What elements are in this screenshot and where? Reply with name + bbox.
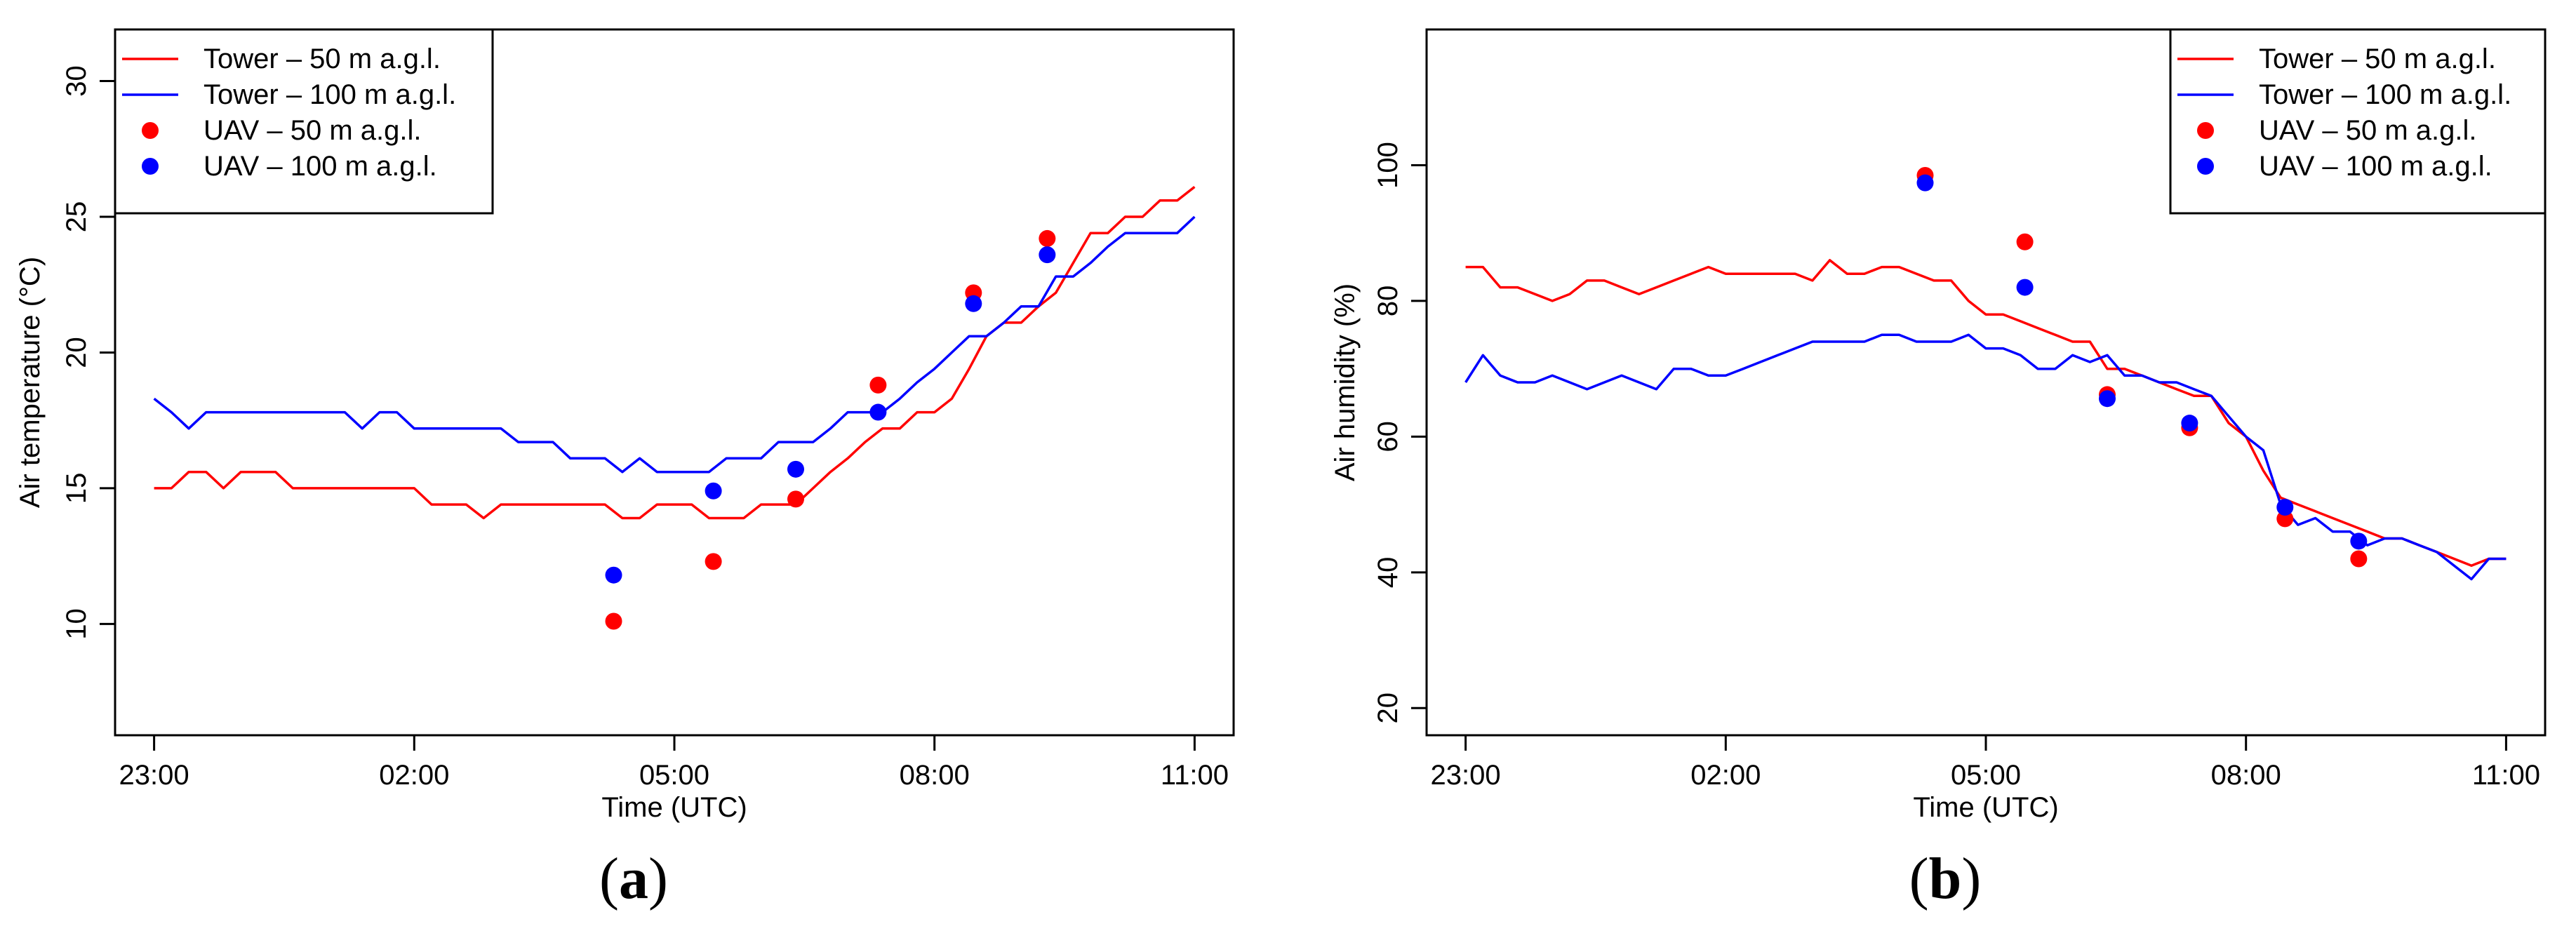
legend-label: Tower – 50 m a.g.l. [2259,43,2496,74]
x-tick-label: 08:00 [900,760,970,791]
y-tick-label: 100 [1373,142,1403,189]
legend: Tower – 50 m a.g.l. Tower – 100 m a.g.l. U… [2169,28,2547,215]
data-point [2276,498,2294,516]
x-tick-label: 08:00 [2211,760,2281,791]
x-tick-label: 11:00 [1161,760,1229,791]
data-point [965,295,982,312]
legend: Tower – 50 m a.g.l. Tower – 100 m a.g.l. U… [114,28,494,215]
y-axis-title: Air temperature (°C) [15,257,46,508]
series-line [1464,333,2507,581]
legend-point-swatch [142,122,159,139]
y-tick-label: 10 [61,608,92,640]
x-axis-title: Time (UTC) [1913,792,2058,823]
series-1 [1464,333,2507,581]
series-2 [605,229,1056,630]
x-tick-label: 05:00 [1951,760,2021,791]
data-point [869,376,887,394]
y-tick-label: 30 [61,65,92,97]
panel-a-chart: 23:00 02:00 05:00 08:00 11:00 10 15 20 25 30 Time … [15,28,1235,911]
data-point [1039,246,1056,264]
series-3 [1916,174,2368,550]
series-3 [605,246,1056,584]
y-tick-label: 25 [61,201,92,233]
legend-label: Tower – 100 m a.g.l. [203,79,456,110]
legend-label: UAV – 50 m a.g.l. [203,115,422,146]
data-point [2016,233,2034,250]
series-0 [154,186,1196,520]
x-tick-label: 11:00 [2472,760,2540,791]
data-point [705,482,722,500]
data-point [2276,510,2294,528]
y-axis-title: Air humidity (%) [1330,283,1361,481]
legend-point-swatch [2197,158,2214,175]
series-line [154,186,1196,520]
legend-point-swatch [2197,122,2214,139]
legend-label: UAV – 100 m a.g.l. [203,151,437,182]
x-tick-label: 02:00 [1690,760,1761,791]
y-tick-label: 15 [61,473,92,504]
data-point [869,403,887,421]
data-point [705,553,722,570]
series-line [1465,259,2507,567]
x-axis-title: Time (UTC) [601,792,747,823]
legend-point-swatch [142,158,159,175]
legend-label: Tower – 50 m a.g.l. [203,43,441,74]
x-tick-label: 02:00 [379,760,449,791]
x-tick-label: 23:00 [1431,760,1501,791]
panel-b-chart: 23:00 02:00 05:00 08:00 11:00 20 40 60 80 100 Time… [1330,28,2547,911]
y-tick-label: 20 [61,337,92,368]
data-point [2098,390,2116,408]
x-tick-label: 23:00 [119,760,189,791]
panel-label: (a) [599,846,668,911]
legend-label: UAV – 100 m a.g.l. [2259,151,2492,182]
y-tick-label: 60 [1373,421,1403,453]
data-point [605,566,622,584]
series-0 [1465,259,2507,567]
legend-label: UAV – 50 m a.g.l. [2259,115,2477,146]
data-point [2016,279,2034,296]
data-point [2350,550,2368,568]
data-point [2181,415,2198,432]
data-point [787,460,804,478]
data-point [787,490,804,508]
data-point [1039,229,1056,247]
series-2 [1916,166,2368,568]
y-tick-label: 80 [1373,286,1403,317]
series-line [153,215,1196,474]
y-tick-label: 40 [1373,557,1403,589]
data-point [605,612,622,630]
series-1 [153,215,1196,474]
data-point [2350,532,2368,550]
x-tick-label: 05:00 [639,760,709,791]
panel-label: (b) [1909,846,1982,911]
y-tick-label: 20 [1373,692,1403,723]
data-point [1916,174,1934,192]
legend-label: Tower – 100 m a.g.l. [2259,79,2511,110]
